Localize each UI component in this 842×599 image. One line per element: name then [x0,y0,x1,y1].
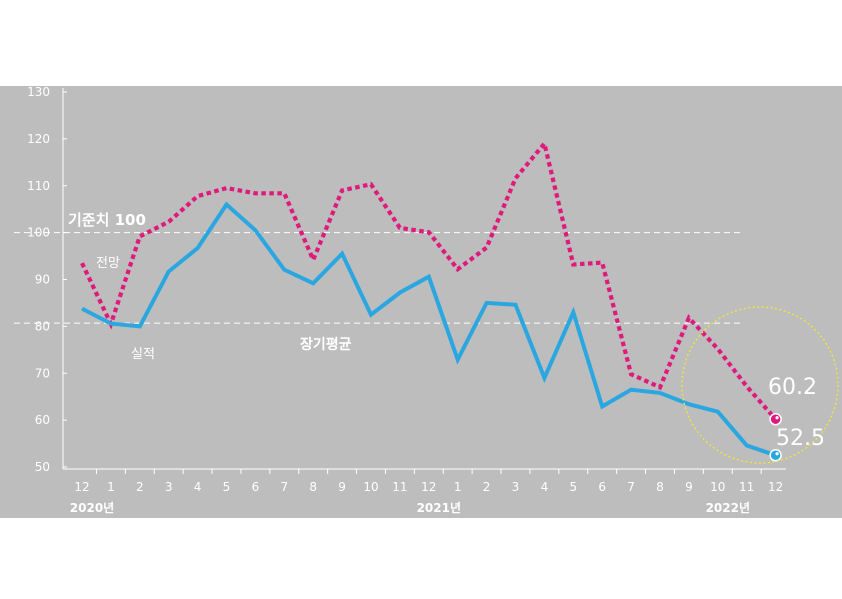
x-tick-label: 12 [74,480,89,494]
annotations: 기준치 100 장기평균 전망 실적 60.2 52.5 [68,211,839,464]
year-label: 2021년 [417,501,461,515]
x-tick-label: 12 [421,480,436,494]
x-tick-label: 1 [107,480,115,494]
y-tick-label: 70 [35,366,50,380]
series-label-actual: 실적 [131,347,155,362]
y-tick-label: 80 [35,319,50,333]
y-tick-label: 120 [27,132,50,146]
x-tick-label: 3 [512,480,520,494]
y-tick-label: 110 [27,179,50,193]
x-tick-label: 4 [541,480,549,494]
forecast-series-line [80,139,778,421]
reference-label-long-term-average: 장기평균 [300,336,352,353]
x-tick-label: 7 [280,480,288,494]
y-tick-label: 90 [35,273,50,287]
x-tick-label: 10 [363,480,378,494]
reference-label-baseline: 기준치 100 [68,211,146,229]
x-tick-label: 6 [252,480,260,494]
end-label-actual: 52.5 [776,426,825,451]
reference-lines [14,232,740,324]
actual-end-point-highlight [775,452,779,456]
x-tick-label: 2 [136,480,144,494]
forecast-end-point [769,412,782,426]
y-tick-label: 60 [35,413,50,427]
year-label: 2020년 [70,501,114,515]
x-tick-label: 5 [569,480,577,494]
x-tick-label: 12 [768,480,783,494]
y-tick-label: 50 [35,460,50,474]
x-tick-label: 5 [223,480,231,494]
year-label: 2022년 [706,501,750,515]
x-tick-label: 9 [338,480,346,494]
x-tick-label: 10 [710,480,725,494]
x-tick-label: 6 [598,480,606,494]
x-tick-label: 11 [392,480,407,494]
actual-series-line [81,201,777,458]
y-tick-label: 130 [27,85,50,99]
x-tick-label: 3 [165,480,173,494]
y-tick-label: 100 [27,226,50,240]
x-tick-label: 1 [454,480,462,494]
series-label-forecast: 전망 [96,256,120,271]
chart-background [0,86,842,518]
x-tick-label: 2 [483,480,491,494]
highlight-circle [681,306,839,464]
x-tick-label: 8 [309,480,317,494]
x-tick-label: 8 [656,480,664,494]
x-tick-label: 9 [685,480,693,494]
actual-end-point [769,449,782,462]
x-tick-label: 7 [627,480,635,494]
x-tick-label: 4 [194,480,202,494]
y-axis: 50 60 70 80 90 100 110 120 130 [27,85,67,474]
forecast-end-point-highlight [775,416,779,420]
series-group [80,139,782,462]
end-label-forecast: 60.2 [768,375,817,400]
x-tick-label: 11 [739,480,754,494]
